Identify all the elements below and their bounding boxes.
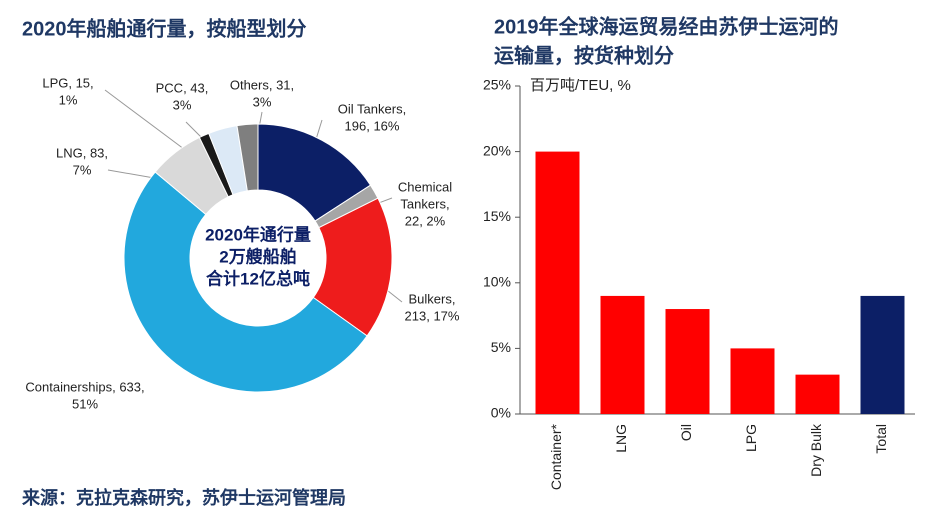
center-label: 合计12亿总吨 — [206, 268, 310, 288]
data-label: Chemical — [398, 179, 452, 194]
data-label: Oil Tankers, — [338, 101, 406, 116]
data-label: 22, 2% — [405, 213, 446, 228]
data-label: 196, 16% — [345, 118, 400, 133]
donut-segment — [123, 171, 368, 393]
bar — [860, 295, 905, 414]
bar — [535, 151, 580, 414]
bar — [600, 295, 645, 414]
donut-segment — [236, 123, 259, 192]
data-label: LNG, 83, — [56, 145, 108, 160]
y-tick-label: 15% — [483, 208, 511, 224]
y-tick-label: 10% — [483, 274, 511, 290]
x-tick-label: LPG — [743, 424, 759, 452]
bar-title: 2019年全球海运贸易经由苏伊士运河的 — [494, 14, 839, 38]
data-label: PCC, 43, — [156, 80, 209, 95]
donut-title: 2020年船舶通行量，按船型划分 — [22, 16, 307, 40]
data-label: 51% — [72, 396, 98, 411]
center-label: 2020年通行量 — [205, 224, 311, 244]
data-label: LPG, 15, — [42, 75, 93, 90]
x-tick-label: Container* — [548, 423, 564, 490]
x-tick-label: Oil — [678, 424, 694, 441]
data-label: 1% — [59, 92, 78, 107]
source: 来源：克拉克森研究，苏伊士运河管理局 — [21, 487, 346, 508]
x-tick-label: Total — [873, 424, 889, 454]
donut-segment — [312, 197, 393, 337]
x-tick-label: Dry Bulk — [808, 423, 824, 477]
data-label: 3% — [173, 97, 192, 112]
y-axis-label: 百万吨/TEU, % — [530, 77, 631, 94]
data-label: 213, 17% — [405, 308, 460, 323]
y-tick-label: 25% — [483, 77, 511, 93]
data-label: Others, 31, — [230, 77, 294, 92]
bar — [795, 374, 840, 414]
y-tick-label: 20% — [483, 142, 511, 158]
y-tick-label: 5% — [491, 339, 511, 355]
data-label: Containerships, 633, — [25, 379, 144, 394]
bar-title: 运输量，按货种划分 — [494, 43, 674, 67]
data-label: Bulkers, — [409, 291, 456, 306]
bar — [665, 309, 710, 414]
bar — [730, 348, 775, 414]
data-label: Tankers, — [400, 196, 449, 211]
center-label: 2万艘船舶 — [219, 246, 296, 266]
data-label: 7% — [73, 162, 92, 177]
data-label: 3% — [253, 94, 272, 109]
y-tick-label: 0% — [491, 405, 511, 421]
x-tick-label: LNG — [613, 424, 629, 453]
